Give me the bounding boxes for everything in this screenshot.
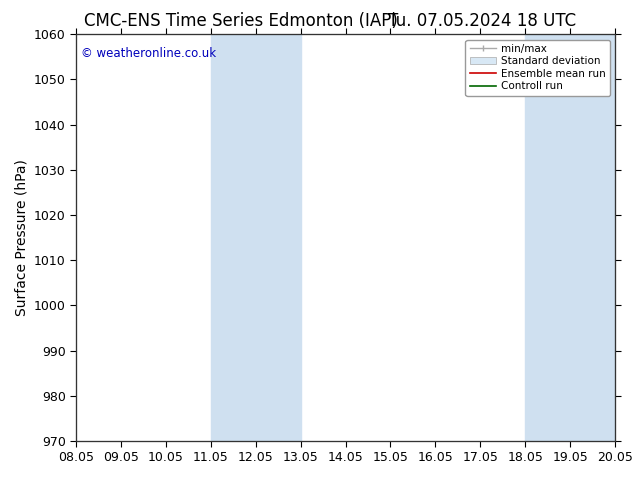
Bar [210, 34, 301, 441]
Legend: min/max, Standard deviation, Ensemble mean run, Controll run: min/max, Standard deviation, Ensemble me… [465, 40, 610, 96]
Text: Tu. 07.05.2024 18 UTC: Tu. 07.05.2024 18 UTC [388, 12, 576, 30]
Y-axis label: Surface Pressure (hPa): Surface Pressure (hPa) [14, 159, 29, 316]
Bar [525, 34, 615, 441]
Text: CMC-ENS Time Series Edmonton (IAP): CMC-ENS Time Series Edmonton (IAP) [84, 12, 398, 30]
Text: © weatheronline.co.uk: © weatheronline.co.uk [81, 47, 217, 59]
